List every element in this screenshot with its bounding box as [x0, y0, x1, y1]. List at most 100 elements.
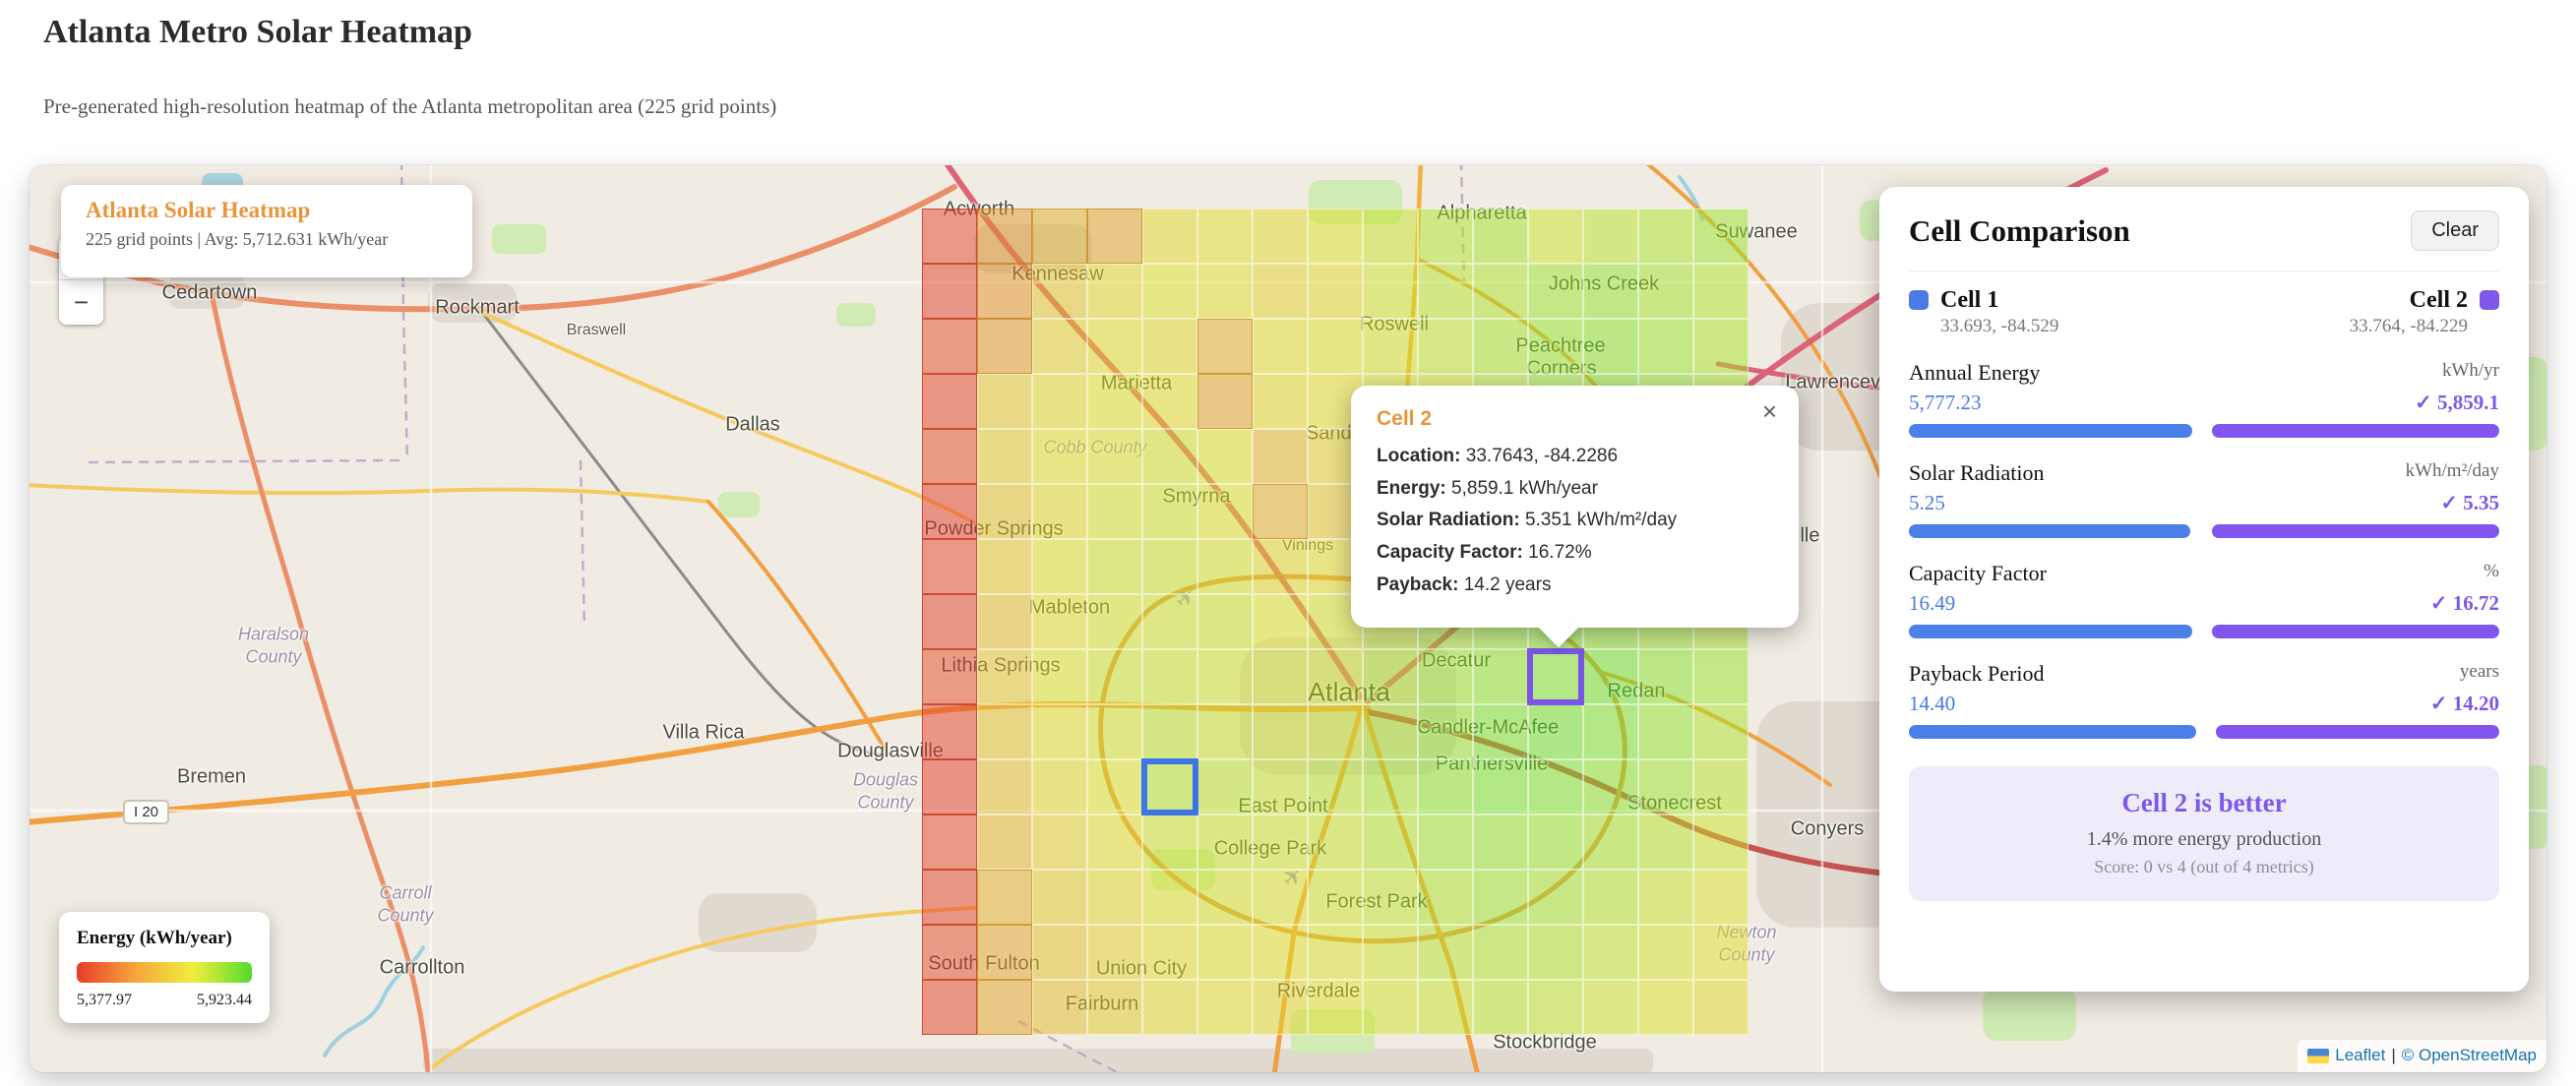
heat-cell[interactable]	[1142, 264, 1197, 319]
heat-cell[interactable]	[1087, 649, 1142, 704]
heat-cell[interactable]	[977, 484, 1032, 539]
heat-cell[interactable]	[922, 429, 977, 484]
heat-cell[interactable]	[1142, 925, 1197, 980]
heat-cell[interactable]	[1583, 209, 1638, 264]
heat-cell[interactable]	[1418, 704, 1473, 759]
heat-cell[interactable]	[1308, 264, 1363, 319]
heat-cell[interactable]	[1638, 759, 1693, 814]
heat-cell[interactable]	[1583, 649, 1638, 704]
heat-cell[interactable]	[1253, 539, 1308, 594]
heat-cell[interactable]	[1363, 925, 1418, 980]
heat-cell[interactable]	[922, 594, 977, 649]
heat-cell[interactable]	[1473, 980, 1528, 1035]
heat-cell[interactable]	[1638, 925, 1693, 980]
heat-cell[interactable]	[1363, 980, 1418, 1035]
heat-cell[interactable]	[1142, 539, 1197, 594]
heat-cell[interactable]	[1693, 925, 1748, 980]
heat-cell[interactable]	[1032, 429, 1087, 484]
heat-cell[interactable]	[1638, 704, 1693, 759]
heat-cell[interactable]	[1032, 264, 1087, 319]
heat-cell[interactable]	[1308, 814, 1363, 870]
heat-cell[interactable]	[1197, 374, 1253, 429]
heat-cell[interactable]	[1253, 429, 1308, 484]
heat-cell[interactable]	[1528, 264, 1583, 319]
heat-cell[interactable]	[1308, 925, 1363, 980]
heat-cell[interactable]	[1087, 814, 1142, 870]
heat-cell[interactable]	[1363, 759, 1418, 814]
heat-cell[interactable]	[1253, 264, 1308, 319]
heat-cell[interactable]	[977, 209, 1032, 264]
heat-cell[interactable]	[1693, 980, 1748, 1035]
heat-cell[interactable]	[1638, 209, 1693, 264]
heat-cell[interactable]	[977, 925, 1032, 980]
heat-cell[interactable]	[1032, 539, 1087, 594]
heat-cell[interactable]	[1308, 319, 1363, 374]
heat-cell[interactable]	[1418, 980, 1473, 1035]
heat-cell[interactable]	[1528, 704, 1583, 759]
heat-cell[interactable]	[1308, 704, 1363, 759]
heat-cell[interactable]	[1197, 429, 1253, 484]
heat-cell[interactable]	[1418, 759, 1473, 814]
heat-cell[interactable]	[1583, 759, 1638, 814]
heat-cell[interactable]	[1418, 925, 1473, 980]
heat-cell[interactable]	[1583, 814, 1638, 870]
heat-cell[interactable]	[1087, 704, 1142, 759]
heat-cell[interactable]	[1253, 649, 1308, 704]
heat-cell[interactable]	[1528, 925, 1583, 980]
heat-cell[interactable]	[977, 429, 1032, 484]
heat-cell[interactable]	[1253, 814, 1308, 870]
heat-cell[interactable]	[1253, 374, 1308, 429]
heat-cell[interactable]	[1197, 814, 1253, 870]
heat-cell[interactable]	[1197, 649, 1253, 704]
heat-cell[interactable]	[1473, 759, 1528, 814]
heat-cell[interactable]	[1142, 319, 1197, 374]
heat-cell[interactable]	[1693, 649, 1748, 704]
heat-cell[interactable]	[977, 539, 1032, 594]
heat-cell[interactable]	[1253, 594, 1308, 649]
heat-cell[interactable]	[977, 704, 1032, 759]
zoom-out-button[interactable]: −	[59, 280, 103, 325]
heat-cell[interactable]	[1528, 209, 1583, 264]
heat-cell[interactable]	[1087, 429, 1142, 484]
heat-cell[interactable]	[1638, 814, 1693, 870]
heat-cell[interactable]	[1087, 759, 1142, 814]
heat-cell[interactable]	[1308, 649, 1363, 704]
heat-cell[interactable]	[1142, 649, 1197, 704]
heat-cell[interactable]	[1197, 759, 1253, 814]
heat-cell[interactable]	[922, 484, 977, 539]
heat-cell[interactable]	[1308, 980, 1363, 1035]
heat-cell[interactable]	[1142, 870, 1197, 925]
heat-cell[interactable]	[1528, 649, 1583, 704]
heat-cell[interactable]	[1087, 319, 1142, 374]
heat-cell[interactable]	[1142, 704, 1197, 759]
heat-cell[interactable]	[1583, 704, 1638, 759]
heat-cell[interactable]	[1638, 980, 1693, 1035]
heat-cell[interactable]	[1032, 925, 1087, 980]
heat-cell[interactable]	[1253, 209, 1308, 264]
leaflet-link[interactable]: Leaflet	[2335, 1046, 2386, 1064]
heat-cell[interactable]	[1418, 870, 1473, 925]
heat-cell[interactable]	[1473, 814, 1528, 870]
heat-cell[interactable]	[1087, 980, 1142, 1035]
heat-cell[interactable]	[1693, 264, 1748, 319]
heat-cell[interactable]	[1253, 484, 1308, 539]
osm-link[interactable]: © OpenStreetMap	[2401, 1046, 2537, 1064]
heat-cell[interactable]	[977, 870, 1032, 925]
heat-cell[interactable]	[922, 870, 977, 925]
popup-close-button[interactable]: ×	[1756, 395, 1783, 428]
heat-cell[interactable]	[1142, 374, 1197, 429]
heat-cell[interactable]	[1528, 980, 1583, 1035]
heat-cell[interactable]	[1418, 649, 1473, 704]
heat-cell[interactable]	[1638, 264, 1693, 319]
heat-cell[interactable]	[1363, 704, 1418, 759]
heat-cell[interactable]	[1142, 209, 1197, 264]
heat-cell[interactable]	[1032, 704, 1087, 759]
heat-cell[interactable]	[1032, 870, 1087, 925]
heat-cell[interactable]	[1142, 594, 1197, 649]
heat-cell[interactable]	[1363, 870, 1418, 925]
heat-cell[interactable]	[1473, 319, 1528, 374]
clear-button[interactable]: Clear	[2411, 211, 2499, 251]
heat-cell[interactable]	[977, 649, 1032, 704]
heat-cell[interactable]	[1197, 704, 1253, 759]
heat-cell[interactable]	[1693, 319, 1748, 374]
